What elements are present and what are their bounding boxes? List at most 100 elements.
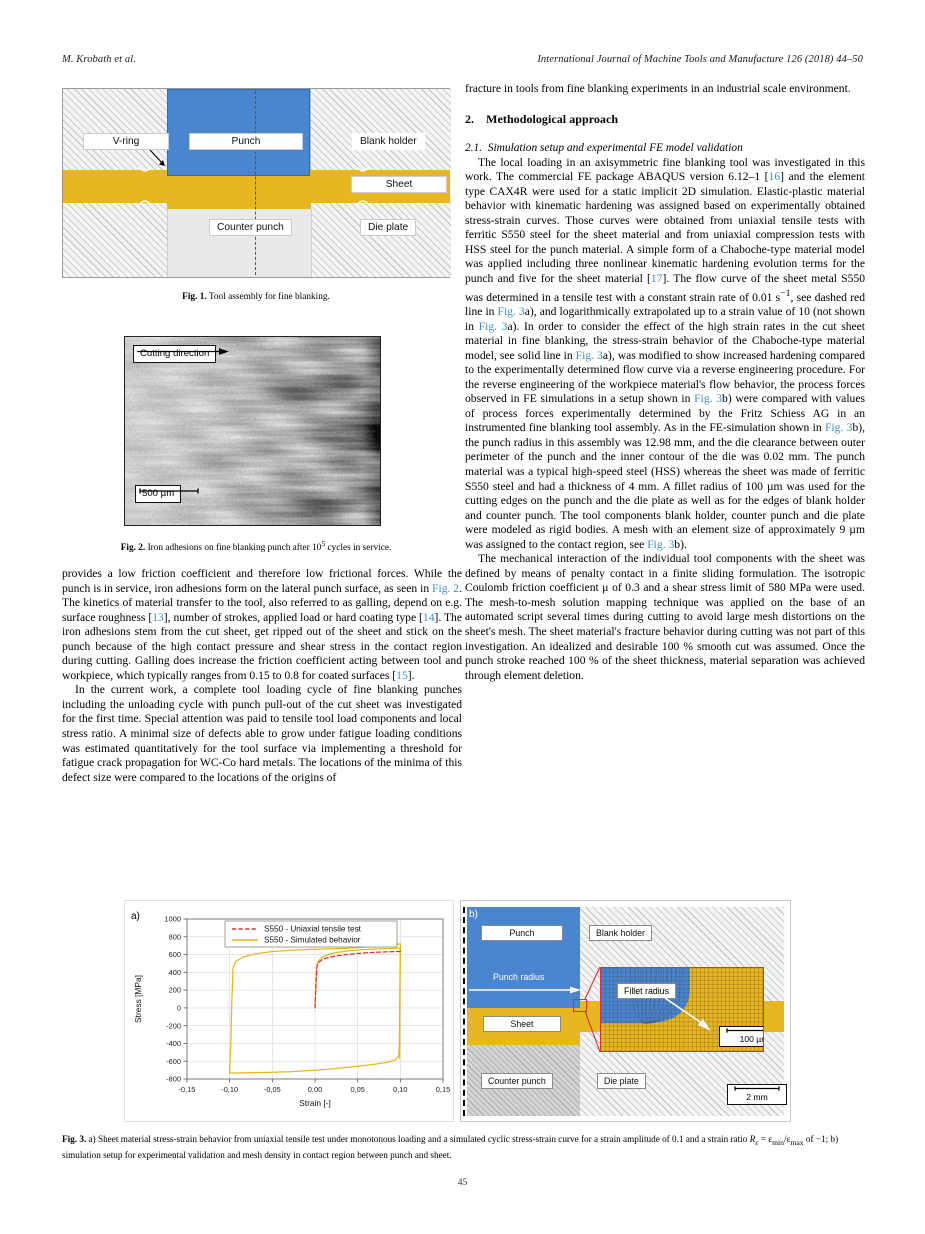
svg-text:-0,10: -0,10 bbox=[221, 1085, 238, 1094]
chart-canvas: -0,15 -0,10 -0,05 0,00 0,05 0,10 0,15 -800 -600 -… bbox=[125, 901, 453, 1121]
svg-text:1000: 1000 bbox=[165, 915, 181, 924]
fig3-eps-max: max bbox=[790, 1138, 803, 1147]
f1-v-ring-notch-top-right bbox=[353, 167, 373, 175]
figure-3-caption: Fig. 3. a) Sheet material stress-strain … bbox=[62, 1133, 867, 1162]
svg-text:800: 800 bbox=[169, 932, 181, 941]
figure-1-caption: Fig. 1. Tool assembly for fine blanking. bbox=[62, 291, 450, 303]
f3b-label-punch-radius: Punch radius bbox=[487, 970, 550, 984]
figure-link[interactable]: Fig. 3 bbox=[694, 392, 722, 405]
citation-link[interactable]: 16 bbox=[769, 170, 781, 183]
page-number: 45 bbox=[0, 1177, 925, 1188]
figure-2-caption-text-after: cycles in service. bbox=[325, 543, 391, 553]
figure-1-caption-text: Tool assembly for fine blanking. bbox=[209, 292, 330, 302]
f1-label-punch: Punch bbox=[189, 133, 303, 150]
figure-2-micrograph: Cutting direction 500 µm bbox=[124, 336, 381, 526]
right-paragraph-1: The local loading in an axisymmetric fin… bbox=[465, 156, 865, 553]
figure-3-caption-label: Fig. 3. bbox=[62, 1134, 86, 1144]
figure-3a-stress-strain-chart: a) -0,15 -0,10 -0,05 0,00 0,05 0,10 0,15 -800 -6… bbox=[124, 900, 454, 1122]
body-text-right-column: fracture in tools from fine blanking exp… bbox=[465, 82, 865, 683]
f1-v-ring-notch-bottom bbox=[135, 197, 155, 205]
fig3-eps-mid: = ε bbox=[758, 1134, 772, 1144]
running-head-author: M. Krobath et al. bbox=[62, 54, 136, 65]
f3b-label-fillet-radius: Fillet radius bbox=[617, 983, 676, 999]
figure-3b-simulation-setup: b) Punch Blank holder Punch radius Sheet… bbox=[460, 900, 791, 1122]
figure-3a-panel-letter: a) bbox=[131, 911, 140, 922]
f1-center-axis-line bbox=[255, 91, 256, 275]
figure-2-caption-text-before: Iron adhesions on fine blanking punch af… bbox=[148, 543, 322, 553]
f3b-label-counter-punch: Counter punch bbox=[481, 1073, 553, 1089]
figure-2-caption: Fig. 2. Iron adhesions on fine blanking … bbox=[62, 538, 450, 555]
f1-v-ring-notch-bottom-right bbox=[353, 197, 373, 205]
right-intro-paragraph: fracture in tools from fine blanking exp… bbox=[465, 82, 865, 97]
f1-die-plate-right-region bbox=[310, 203, 451, 277]
f1-label-sheet: Sheet bbox=[351, 176, 447, 193]
superscript: −1 bbox=[780, 288, 790, 299]
citation-link[interactable]: 13 bbox=[152, 611, 164, 624]
paper-page: M. Krobath et al. International Journal … bbox=[0, 0, 925, 1234]
figure-3b-panel-letter: b) bbox=[469, 909, 478, 920]
f1-label-blank-holder: Blank holder bbox=[352, 133, 425, 150]
scale-bar-2mm-icon bbox=[734, 1086, 780, 1091]
figure-1-tool-assembly: V-ring Punch Blank holder Sheet Counter … bbox=[62, 88, 450, 278]
f3b-label-blank-holder: Blank holder bbox=[589, 925, 652, 941]
svg-text:-600: -600 bbox=[166, 1057, 181, 1066]
f3b-scale-100um-box: 100 µm bbox=[719, 1026, 764, 1047]
svg-text:Strain [-]: Strain [-] bbox=[299, 1098, 331, 1108]
svg-text:-0,15: -0,15 bbox=[179, 1085, 196, 1094]
svg-text:0,05: 0,05 bbox=[350, 1085, 364, 1094]
f3b-scale-100um-label: 100 µm bbox=[740, 1034, 764, 1044]
cutting-direction-arrow-icon bbox=[137, 348, 229, 355]
right-paragraph-2: The mechanical interaction of the indivi… bbox=[465, 552, 865, 683]
f3b-mesh-inset: 100 µm Fillet radius bbox=[600, 967, 764, 1052]
svg-text:0,10: 0,10 bbox=[393, 1085, 407, 1094]
svg-text:600: 600 bbox=[169, 950, 181, 959]
citation-link[interactable]: 15 bbox=[396, 669, 408, 682]
svg-text:Stress [MPa]: Stress [MPa] bbox=[133, 975, 143, 1023]
figure-link[interactable]: Fig. 3 bbox=[479, 320, 508, 333]
f3b-label-punch: Punch bbox=[481, 925, 563, 941]
f1-v-ring-notch-top bbox=[135, 167, 155, 175]
body-text-left-column: provides a low friction coefficient and … bbox=[62, 567, 462, 785]
f1-label-v-ring: V-ring bbox=[83, 133, 169, 150]
svg-text:-200: -200 bbox=[166, 1021, 181, 1030]
left-paragraph-1: provides a low friction coefficient and … bbox=[62, 567, 462, 683]
svg-text:200: 200 bbox=[169, 986, 181, 995]
fig3-eps-min: min bbox=[772, 1138, 784, 1147]
f1-sheet-step bbox=[167, 170, 310, 210]
f1-blank-holder-right-region bbox=[310, 89, 451, 170]
svg-text:400: 400 bbox=[169, 968, 181, 977]
figure-1-caption-label: Fig. 1. bbox=[182, 292, 207, 302]
section-heading-2: 2. Methodological approach bbox=[465, 112, 865, 127]
fillet-radius-arrow-icon bbox=[665, 998, 713, 1032]
svg-text:S550 - Uniaxial tensile test: S550 - Uniaxial tensile test bbox=[264, 925, 362, 934]
svg-text:0,15: 0,15 bbox=[436, 1085, 450, 1094]
svg-text:-400: -400 bbox=[166, 1039, 181, 1048]
figure-link[interactable]: Fig. 2 bbox=[432, 582, 459, 595]
f3b-scale-2mm-label: 2 mm bbox=[746, 1092, 767, 1102]
citation-link[interactable]: 17 bbox=[651, 272, 663, 285]
svg-text:-800: -800 bbox=[166, 1075, 181, 1084]
figure-link[interactable]: Fig. 3 bbox=[576, 349, 603, 362]
f1-label-counter-punch: Counter punch bbox=[209, 219, 292, 236]
figure-link[interactable]: Fig. 3 bbox=[647, 538, 674, 551]
f3b-scale-2mm-box: 2 mm bbox=[727, 1084, 787, 1105]
citation-link[interactable]: 14 bbox=[423, 611, 435, 624]
figure-link[interactable]: Fig. 3 bbox=[498, 305, 525, 318]
figure-2-caption-label: Fig. 2. bbox=[121, 543, 146, 553]
f3b-symmetry-axis bbox=[463, 907, 465, 1116]
scale-bar-icon bbox=[139, 488, 199, 494]
left-paragraph-2: In the current work, a complete tool loa… bbox=[62, 683, 462, 785]
f3b-label-die-plate: Die plate bbox=[597, 1073, 646, 1089]
f3b-label-sheet: Sheet bbox=[483, 1016, 561, 1032]
subsection-heading-2-1: 2.1. Simulation setup and experimental F… bbox=[465, 141, 865, 156]
figure-3-caption-line1: a) Sheet material stress-strain behavior… bbox=[89, 1134, 748, 1144]
svg-text:0,00: 0,00 bbox=[308, 1085, 322, 1094]
svg-text:0: 0 bbox=[177, 1003, 181, 1012]
svg-text:S550 - Simulated behavior: S550 - Simulated behavior bbox=[264, 936, 361, 945]
running-head-journal: International Journal of Machine Tools a… bbox=[537, 54, 863, 65]
figure-link[interactable]: Fig. 3 bbox=[825, 421, 852, 434]
scale-bar-100um-icon bbox=[726, 1028, 764, 1033]
svg-text:-0,05: -0,05 bbox=[264, 1085, 281, 1094]
f1-die-plate-left-region bbox=[63, 203, 168, 277]
f1-label-die-plate: Die plate bbox=[360, 219, 416, 236]
